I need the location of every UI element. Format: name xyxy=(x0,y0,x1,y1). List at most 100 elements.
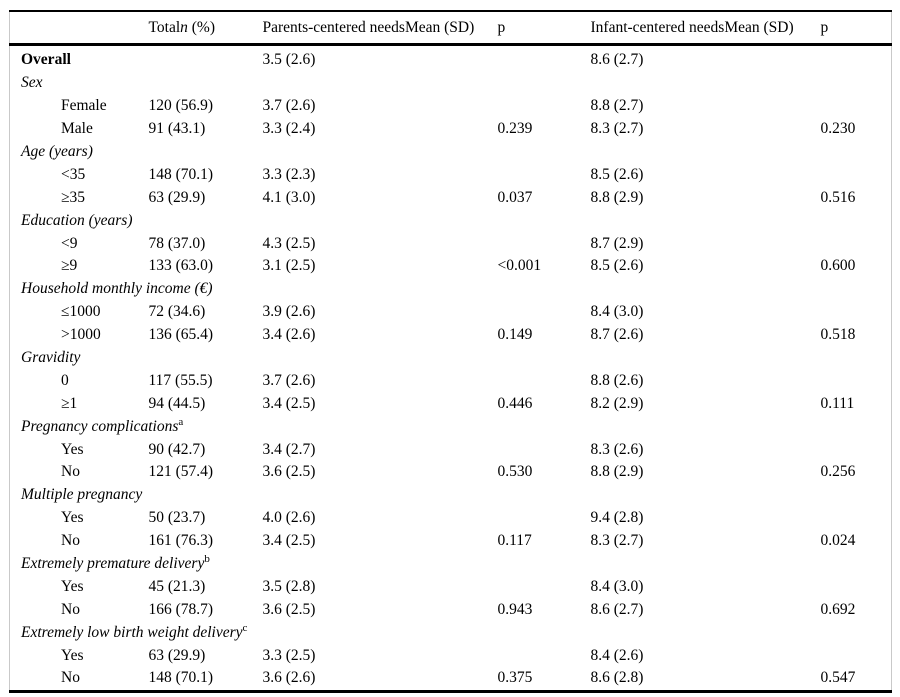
table-row: Extremely low birth weight deliveryc xyxy=(10,621,892,644)
category-label: No xyxy=(61,532,80,550)
table-row: >1000 136 (65.4) 3.4 (2.6) 0.149 8.7 (2.6) 0.… xyxy=(10,324,892,347)
table-row: Yes 63 (29.9) 3.3 (2.5) 8.4 (2.6) xyxy=(10,644,892,667)
total-n-pct-value: 63 (29.9) xyxy=(148,188,206,206)
infant-needs-mean-sd: 8.6 (2.7) xyxy=(590,600,644,618)
group-label: Education (years) xyxy=(10,209,892,232)
infant-p-value xyxy=(821,507,892,530)
group-label: Pregnancy complicationsa xyxy=(10,415,892,438)
group-label: Gravidity xyxy=(10,347,892,370)
infant-p-value xyxy=(821,369,892,392)
category-label: Yes xyxy=(61,646,84,664)
parents-needs-mean-sd: 3.6 (2.6) xyxy=(262,669,316,687)
footnote-marker: b xyxy=(204,552,210,565)
table-row: ≤1000 72 (34.6) 3.9 (2.6) 8.4 (3.0) xyxy=(10,301,892,324)
group-label: Extremely low birth weight deliveryc xyxy=(10,621,892,644)
group-label-text: Pregnancy complications xyxy=(21,417,179,435)
total-n-pct-value: 136 (65.4) xyxy=(148,326,214,344)
table-row: No 148 (70.1) 3.6 (2.6) 0.375 8.6 (2.8) 0.547 xyxy=(10,667,892,691)
parents-p-value xyxy=(498,438,591,461)
header-empty xyxy=(9,11,149,46)
category-label: <9 xyxy=(61,234,78,252)
infant-p-value xyxy=(821,163,892,186)
header-total-n-italic: n xyxy=(180,18,188,36)
table-row: Education (years) xyxy=(10,209,892,232)
parents-needs-mean-sd: 3.7 (2.6) xyxy=(262,97,316,115)
parents-p-value: 0.943 xyxy=(497,600,533,618)
infant-p-value: 0.516 xyxy=(820,188,856,206)
category-label: No xyxy=(61,669,80,687)
table-row: Age (years) xyxy=(10,141,892,164)
total-n-pct-value: 166 (78.7) xyxy=(148,600,214,618)
parents-needs-mean-sd: 3.4 (2.5) xyxy=(262,394,316,412)
total-n-pct-value: 148 (70.1) xyxy=(148,669,214,687)
parents-needs-mean-sd: 3.3 (2.3) xyxy=(262,165,316,183)
infant-p-value: 0.547 xyxy=(820,669,856,687)
category-label: ≤1000 xyxy=(61,303,101,321)
infant-needs-mean-sd: 8.8 (2.6) xyxy=(590,371,644,389)
total-n-pct-value: 148 (70.1) xyxy=(148,165,214,183)
infant-needs-mean-sd: 8.4 (3.0) xyxy=(590,303,644,321)
table-body: Overall 3.5 (2.6) 8.6 (2.7) Sex Female 120 (5… xyxy=(10,45,892,692)
infant-p-value: 0.024 xyxy=(820,532,856,550)
parents-needs-mean-sd: 4.1 (3.0) xyxy=(262,188,316,206)
header-total-text: Total xyxy=(148,18,181,36)
category-label: ≥35 xyxy=(61,188,86,206)
parents-p-value xyxy=(498,95,591,118)
infant-needs-mean-sd: 8.7 (2.6) xyxy=(590,326,644,344)
table-row: ≥9 133 (63.0) 3.1 (2.5) <0.001 8.5 (2.6) 0.60… xyxy=(10,255,892,278)
total-n-pct-value: 91 (43.1) xyxy=(148,120,206,138)
table-row: Overall 3.5 (2.6) 8.6 (2.7) xyxy=(10,45,892,72)
category-label: Female xyxy=(61,97,107,115)
infant-p-value: 0.600 xyxy=(820,257,856,275)
infant-p-value: 0.111 xyxy=(820,394,855,412)
parents-needs-mean-sd: 3.5 (2.6) xyxy=(262,51,316,69)
parents-needs-mean-sd: 3.3 (2.4) xyxy=(262,120,316,138)
total-n-pct-value: 72 (34.6) xyxy=(148,303,206,321)
table-row: ≥1 94 (44.5) 3.4 (2.5) 0.446 8.2 (2.9) 0.111 xyxy=(10,392,892,415)
infant-needs-mean-sd: 8.3 (2.7) xyxy=(590,532,644,550)
parents-p-value: 0.446 xyxy=(497,394,533,412)
header-infant-needs: Infant-centered needsMean (SD) xyxy=(590,11,821,46)
paper-table-container: Totaln (%) Parents-centered needsMean (S… xyxy=(9,10,892,693)
group-label-text: Household monthly income (€) xyxy=(21,280,213,298)
parents-needs-mean-sd: 3.4 (2.6) xyxy=(262,326,316,344)
total-n-pct-value: 45 (21.3) xyxy=(148,577,206,595)
header-p-value-1: p xyxy=(497,11,591,46)
category-label: Male xyxy=(61,120,93,138)
infant-needs-mean-sd: 9.4 (2.8) xyxy=(590,509,644,527)
infant-needs-mean-sd: 8.3 (2.6) xyxy=(590,440,644,458)
parents-needs-mean-sd: 3.6 (2.5) xyxy=(262,463,316,481)
total-n-pct-value xyxy=(149,45,263,72)
parents-needs-mean-sd: 3.5 (2.8) xyxy=(262,577,316,595)
infant-p-value xyxy=(821,95,892,118)
total-n-pct-value: 78 (37.0) xyxy=(148,234,206,252)
table-row: No 166 (78.7) 3.6 (2.5) 0.943 8.6 (2.7) 0.692 xyxy=(10,598,892,621)
category-label: No xyxy=(61,463,80,481)
infant-needs-mean-sd: 8.2 (2.9) xyxy=(590,394,644,412)
parents-p-value: 0.239 xyxy=(497,120,533,138)
table-row: Female 120 (56.9) 3.7 (2.6) 8.8 (2.7) xyxy=(10,95,892,118)
group-label: Sex xyxy=(10,72,892,95)
parents-p-value xyxy=(498,644,591,667)
parents-needs-mean-sd: 3.6 (2.5) xyxy=(262,600,316,618)
group-label-text: Age (years) xyxy=(21,143,93,160)
total-n-pct-value: 161 (76.3) xyxy=(148,532,214,550)
infant-needs-mean-sd: 8.4 (3.0) xyxy=(590,577,644,595)
total-n-pct-value: 94 (44.5) xyxy=(148,394,206,412)
total-n-pct-value: 63 (29.9) xyxy=(148,646,206,664)
total-n-pct-value: 50 (23.7) xyxy=(148,509,206,527)
parents-needs-mean-sd: 3.1 (2.5) xyxy=(262,257,316,275)
infant-p-value xyxy=(821,232,892,255)
footnote-marker: c xyxy=(242,621,248,634)
table-row: Sex xyxy=(10,72,892,95)
category-label: No xyxy=(61,600,80,618)
header-p-value-2: p xyxy=(820,11,892,46)
infant-p-value xyxy=(821,575,892,598)
infant-needs-mean-sd: 8.8 (2.7) xyxy=(590,97,644,115)
parents-p-value xyxy=(498,232,591,255)
overall-label: Overall xyxy=(21,51,71,69)
parents-needs-mean-sd: 3.4 (2.7) xyxy=(262,440,316,458)
parents-p-value: <0.001 xyxy=(497,257,542,275)
table-row: Yes 45 (21.3) 3.5 (2.8) 8.4 (3.0) xyxy=(10,575,892,598)
group-label-text: Multiple pregnancy xyxy=(21,486,143,504)
